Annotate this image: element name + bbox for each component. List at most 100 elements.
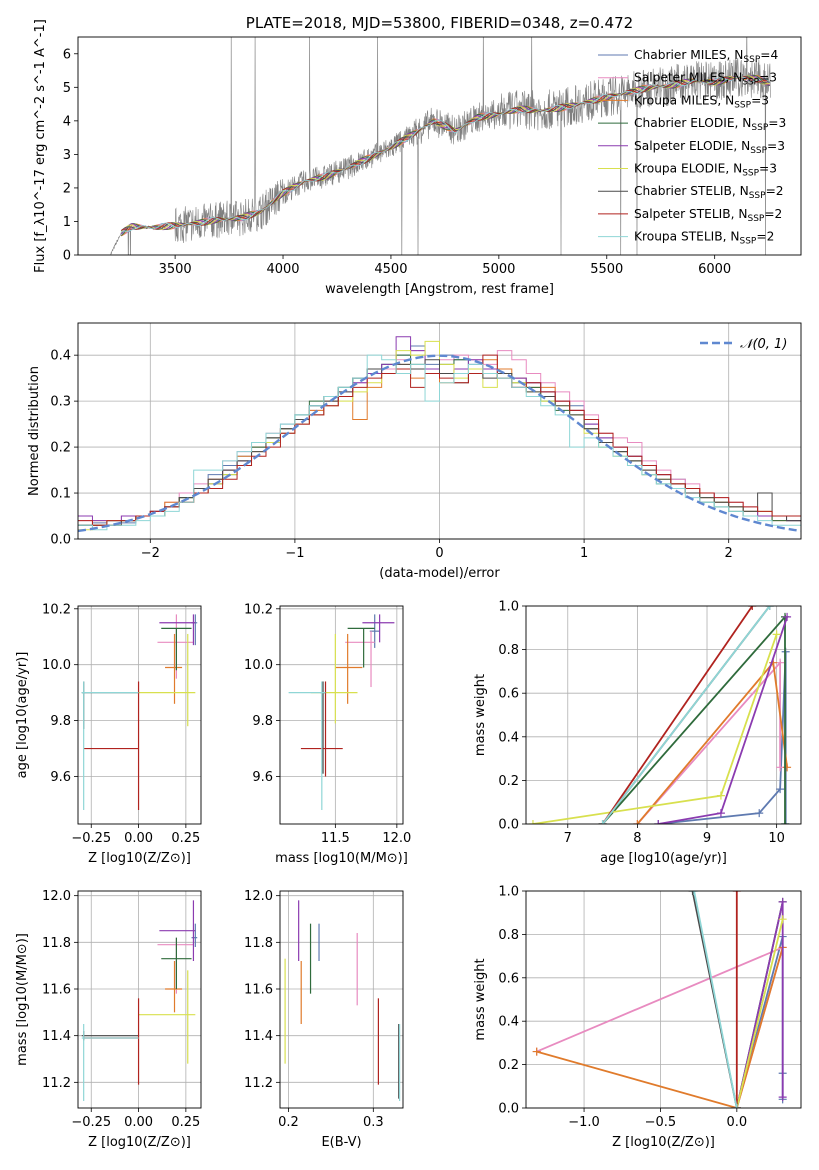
x-tick-label: 0.2 xyxy=(278,1115,299,1130)
axes-frame xyxy=(279,605,404,825)
y-tick-label: 3 xyxy=(63,148,71,163)
legend-subscript: SSP xyxy=(740,237,757,247)
legend-subscript: SSP xyxy=(750,146,767,156)
plus-marker xyxy=(528,820,537,824)
plus-marker xyxy=(716,809,725,818)
x-axis-label: Z [log10(Z/Z⊙)] xyxy=(612,1135,715,1150)
legend-entry: 𝒩(0, 1) xyxy=(740,337,787,352)
y-tick-label: 0.0 xyxy=(498,818,519,833)
x-tick-label: 12.0 xyxy=(382,831,411,846)
legend-subscript: SSP xyxy=(742,78,759,88)
legend-value: =3 xyxy=(751,93,769,107)
mass-weight-line xyxy=(536,947,784,1108)
x-tick-label: 4000 xyxy=(266,262,299,277)
y-tick-label: 2 xyxy=(63,181,71,196)
x-tick-label: 0.00 xyxy=(124,831,153,846)
y-tick-label: 9.6 xyxy=(252,770,273,785)
legend-name: Kroupa MILES, N xyxy=(634,93,734,107)
y-tick-label: 0 xyxy=(63,249,71,264)
legend-name: Chabrier STELIB, N xyxy=(634,184,749,198)
error-bar-point xyxy=(138,633,196,727)
legend-value: =3 xyxy=(767,139,785,153)
plot-area-z_mass xyxy=(81,900,198,1101)
x-tick-label: −1 xyxy=(285,546,304,561)
error-bar-point xyxy=(81,681,139,729)
plot-area-z_weight xyxy=(532,891,787,1108)
x-tick-label: −2 xyxy=(141,546,160,561)
y-tick-label: 1.0 xyxy=(498,600,519,615)
y-axis-label: mass weight xyxy=(473,674,488,756)
error-bar-point xyxy=(288,681,326,811)
legend-name: Chabrier MILES, N xyxy=(634,48,743,62)
plus-marker xyxy=(532,1047,541,1056)
y-tick-label: 11.8 xyxy=(244,936,273,951)
normal-distribution-curve xyxy=(78,354,801,533)
chart-title: PLATE=2018, MJD=53800, FIBERID=0348, z=0… xyxy=(246,14,633,32)
plus-marker xyxy=(748,606,757,610)
plus-marker xyxy=(688,891,697,895)
error-bar-point xyxy=(161,627,192,671)
plus-marker xyxy=(772,630,781,639)
legend-value: =2 xyxy=(766,184,784,198)
y-tick-label: 0.4 xyxy=(50,349,71,364)
legend-name: Salpeter MILES, N xyxy=(634,71,742,85)
legend-name: Kroupa STELIB, N xyxy=(634,230,740,244)
y-tick-label: 9.8 xyxy=(50,714,71,729)
error-bar-point xyxy=(191,923,198,947)
error-bar-point xyxy=(335,633,363,704)
y-tick-label: 11.4 xyxy=(42,1029,71,1044)
model-spectrum-line xyxy=(121,76,771,232)
plot-area-mass_age xyxy=(288,614,395,811)
y-axis-label: Normed distribution xyxy=(27,366,42,496)
legend-entry: Salpeter MILES, NSSP=3 xyxy=(634,71,777,88)
axes-frame xyxy=(77,36,802,256)
y-tick-label: 0.0 xyxy=(498,1102,519,1117)
plus-marker xyxy=(755,809,764,818)
x-tick-label: 2 xyxy=(725,546,733,561)
legend-subscript: SSP xyxy=(742,169,759,179)
plot-area-ebv_mass xyxy=(284,900,401,1101)
error-bar-point xyxy=(81,1031,139,1041)
axes-residuals: −2 −1 0 1 2 0.0 0.1 0.2 0.3 0.4 (data-model)/error… xyxy=(27,322,802,581)
y-tick-label: 0.0 xyxy=(50,533,71,548)
mass-weight-line xyxy=(536,945,785,1108)
y-tick-label: 0.4 xyxy=(498,1015,519,1030)
legend-value: =2 xyxy=(764,207,782,221)
x-tick-label: 5000 xyxy=(482,262,515,277)
y-tick-label: 0.8 xyxy=(498,643,519,658)
axes-frame xyxy=(77,322,802,540)
y-tick-label: 5 xyxy=(63,81,71,96)
error-bar-point xyxy=(81,1024,139,1101)
plus-marker xyxy=(783,612,792,621)
y-tick-label: 9.8 xyxy=(252,714,273,729)
y-tick-label: 6 xyxy=(63,47,71,62)
y-tick-label: 0.6 xyxy=(498,687,519,702)
y-tick-label: 0.3 xyxy=(50,395,71,410)
x-tick-label: 5500 xyxy=(590,262,623,277)
plot-area-z_age xyxy=(81,614,198,811)
y-tick-label: 12.0 xyxy=(42,889,71,904)
legend-entry: Chabrier STELIB, NSSP=2 xyxy=(634,184,784,201)
legend-value: =4 xyxy=(760,48,778,62)
x-axis-label: Z [log10(Z/Z⊙)] xyxy=(88,1135,191,1150)
error-bar-point xyxy=(161,937,192,989)
y-tick-label: 11.6 xyxy=(244,983,273,998)
axes-ebv_mass: 0.2 0.3 11.2 11.4 11.6 11.8 12.0 E(B-V) xyxy=(244,889,404,1150)
legend-value: =3 xyxy=(759,71,777,85)
axes-z_weight: −1.0 −0.5 0.0 0.0 0.2 0.4 0.6 0.8 1.0 Z [log10(Z/… xyxy=(473,885,802,1150)
y-tick-label: 0.2 xyxy=(498,1058,519,1073)
y-tick-label: 0.4 xyxy=(498,730,519,745)
x-axis-label: E(B-V) xyxy=(321,1135,361,1150)
y-tick-label: 11.2 xyxy=(244,1076,273,1091)
legend-subscript: SSP xyxy=(734,100,751,110)
legend-name: Chabrier ELODIE, N xyxy=(634,116,751,130)
legend-name: Salpeter ELODIE, N xyxy=(634,139,750,153)
y-axis-label: mass [log10(M/M⊙)] xyxy=(15,933,30,1066)
error-bar-point xyxy=(347,627,375,668)
legend-value: =3 xyxy=(768,116,786,130)
x-tick-label: 0.25 xyxy=(171,831,200,846)
mass-weight-line xyxy=(693,891,738,1108)
x-axis-label: mass [log10(M/M⊙)] xyxy=(275,851,408,866)
error-bar-point xyxy=(83,681,140,811)
plus-marker xyxy=(716,791,725,800)
